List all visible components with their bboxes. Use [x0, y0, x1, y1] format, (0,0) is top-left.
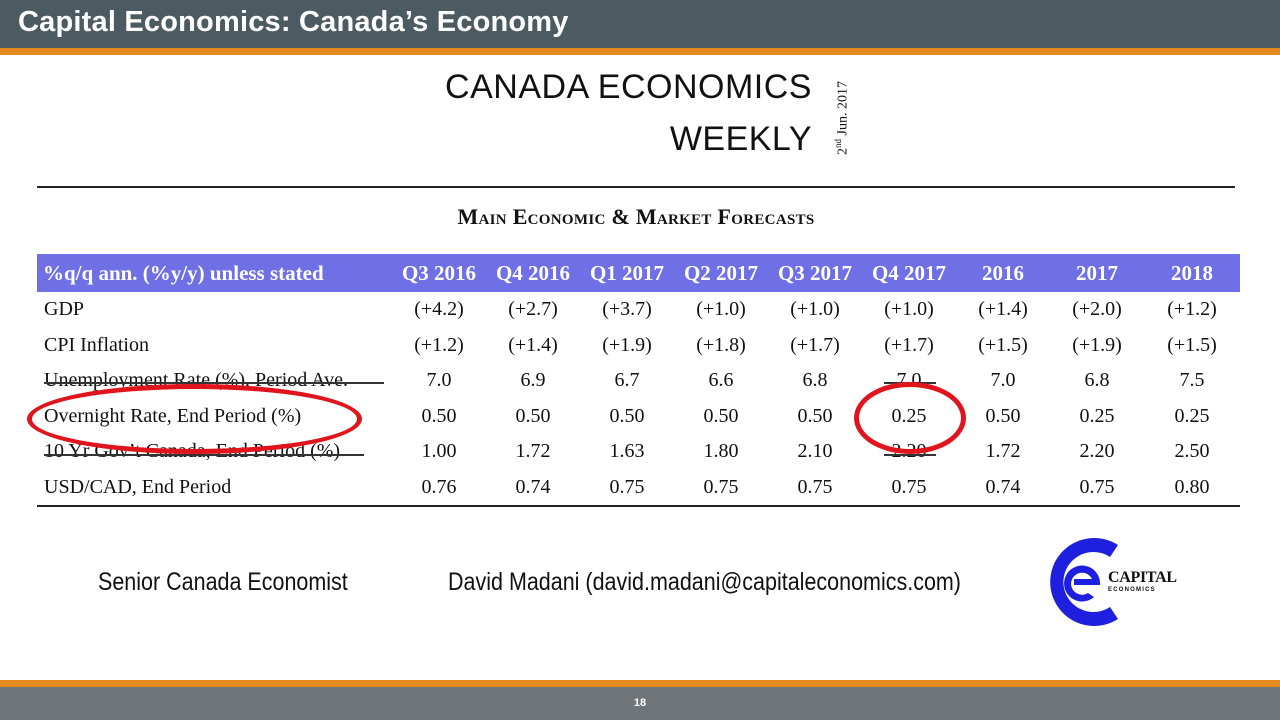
table-cell: (+1.4) [508, 333, 558, 356]
table-cell: (+2.7) [508, 298, 558, 321]
table-cell: 7.5 [1179, 369, 1205, 392]
header-accent-stripe [0, 48, 1280, 55]
footer-bar [0, 687, 1280, 720]
strikethrough-10yr [44, 454, 364, 456]
capital-economics-logo-icon [1050, 538, 1118, 626]
table-cell: 0.76 [392, 469, 486, 507]
table-cell: 0.25 [1079, 404, 1115, 427]
table-cell: 6.8 [1084, 369, 1110, 392]
table-cell: 7.0 [990, 369, 1016, 392]
table-cell: 6.6 [708, 369, 734, 392]
table-cell: (+1.5) [978, 333, 1028, 356]
table-cell: 0.75 [1050, 469, 1144, 507]
table-cell: (+2.0) [1072, 298, 1122, 321]
strikethrough-unemployment [44, 382, 384, 384]
column-header: %q/q ann. (%y/y) unless stated [37, 254, 392, 292]
publication-subtitle: WEEKLY [669, 120, 812, 158]
date-rest: Jun. 2017 [835, 81, 851, 139]
table-cell: 7.0 [426, 369, 452, 392]
highlight-ellipse-q4-2017 [854, 382, 966, 454]
strikethrough-q4-2017-10yr [884, 454, 936, 456]
table-cell: 6.9 [520, 369, 546, 392]
column-header: Q2 2017 [674, 254, 768, 292]
table-cell: 0.75 [674, 469, 768, 507]
header-bar: Capital Economics: Canada’s Economy [0, 0, 1280, 48]
table-cell: 0.75 [862, 469, 956, 507]
table-cell: (+1.0) [696, 298, 746, 321]
table-cell: 2.50 [1174, 440, 1210, 463]
table-cell: (+4.2) [414, 298, 464, 321]
table-cell: (+1.4) [978, 298, 1028, 321]
table-cell: 2.20 [1079, 440, 1115, 463]
table-cell: 6.7 [614, 369, 640, 392]
table-cell: 0.50 [985, 404, 1021, 427]
table-row: USD/CAD, End Period 0.76 0.74 0.75 0.75 … [37, 469, 1240, 507]
publication-date: 2nd Jun. 2017 [833, 81, 852, 155]
table-cell: 1.72 [985, 440, 1021, 463]
table-cell: (+1.8) [696, 333, 746, 356]
row-label: Unemployment Rate (%), Period Ave. [44, 369, 349, 392]
column-header: Q4 2016 [486, 254, 580, 292]
table-cell: 0.50 [797, 404, 833, 427]
highlight-ellipse-overnight-label [27, 384, 362, 454]
table-cell: 0.74 [956, 469, 1050, 507]
table-cell: 6.8 [802, 369, 828, 392]
top-rule [37, 186, 1235, 188]
economist-role: Senior Canada Economist [98, 568, 348, 596]
table-cell: 0.25 [1174, 404, 1210, 427]
table-cell: 2.10 [797, 440, 833, 463]
table-cell: 0.75 [580, 469, 674, 507]
column-header: Q3 2016 [392, 254, 486, 292]
date-suffix: nd [833, 139, 843, 148]
row-label: USD/CAD, End Period [37, 469, 392, 507]
column-header: 2016 [956, 254, 1050, 292]
table-row: CPI Inflation (+1.2) (+1.4) (+1.9) (+1.8… [37, 328, 1240, 364]
column-header: Q1 2017 [580, 254, 674, 292]
column-header: Q3 2017 [768, 254, 862, 292]
forecast-table: %q/q ann. (%y/y) unless stated Q3 2016 Q… [37, 254, 1240, 507]
column-header: 2018 [1144, 254, 1240, 292]
table-cell: (+1.0) [884, 298, 934, 321]
table-cell: 0.50 [515, 404, 551, 427]
table-header-row: %q/q ann. (%y/y) unless stated Q3 2016 Q… [37, 254, 1240, 292]
row-label: CPI Inflation [44, 333, 149, 356]
table-cell: 0.50 [421, 404, 457, 427]
table-cell: (+1.9) [1072, 333, 1122, 356]
slide-title: Capital Economics: Canada’s Economy [18, 6, 569, 38]
table-cell: 1.72 [515, 440, 551, 463]
table-cell: 0.50 [703, 404, 739, 427]
table-cell: 1.00 [421, 440, 457, 463]
table-cell: 0.50 [609, 404, 645, 427]
table-cell: (+1.2) [414, 333, 464, 356]
logo-subword: ECONOMICS [1108, 587, 1156, 593]
table-cell: (+1.0) [790, 298, 840, 321]
table-row: GDP (+4.2) (+2.7) (+3.7) (+1.0) (+1.0) (… [37, 292, 1240, 328]
logo-wordmark: CAPITAL [1108, 569, 1177, 586]
table-cell: 0.80 [1144, 469, 1240, 507]
publication-title: CANADA ECONOMICS [445, 68, 812, 106]
section-title: Main Economic & Market Forecasts [457, 204, 815, 229]
table-cell: 0.75 [768, 469, 862, 507]
table-cell: (+1.5) [1167, 333, 1217, 356]
date-day: 2 [835, 148, 851, 155]
table-cell: 1.63 [609, 440, 645, 463]
economist-contact: David Madani (david.madani@capitaleconom… [448, 568, 961, 596]
row-label: GDP [44, 298, 85, 321]
column-header: Q4 2017 [862, 254, 956, 292]
table-cell: (+1.7) [884, 333, 934, 356]
table-cell: (+3.7) [602, 298, 652, 321]
table-cell: (+1.7) [790, 333, 840, 356]
table-cell: 1.80 [703, 440, 739, 463]
footer-accent-stripe [0, 680, 1280, 687]
column-header: 2017 [1050, 254, 1144, 292]
table-cell: (+1.2) [1167, 298, 1217, 321]
table-cell: (+1.9) [602, 333, 652, 356]
table-cell: 0.74 [486, 469, 580, 507]
page-number: 18 [633, 697, 647, 709]
